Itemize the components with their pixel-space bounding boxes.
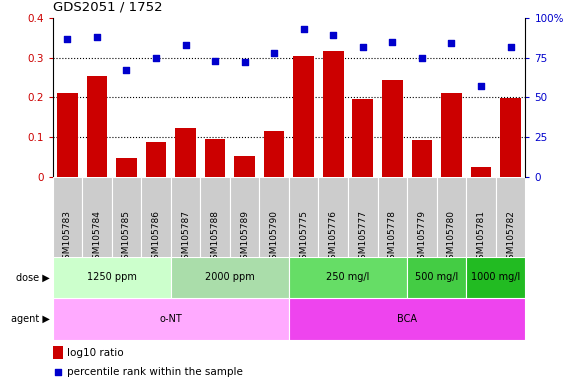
Text: percentile rank within the sample: percentile rank within the sample xyxy=(67,367,243,377)
Text: GSM105782: GSM105782 xyxy=(506,210,515,265)
Bar xyxy=(377,177,407,298)
Bar xyxy=(323,51,344,177)
Bar xyxy=(175,128,196,177)
Bar xyxy=(441,93,462,177)
Text: log10 ratio: log10 ratio xyxy=(67,348,123,358)
Point xyxy=(447,40,456,46)
Bar xyxy=(407,257,467,298)
Bar xyxy=(352,99,373,177)
Bar xyxy=(53,298,289,340)
Text: GSM105787: GSM105787 xyxy=(181,210,190,265)
Bar xyxy=(319,177,348,298)
Text: GSM105786: GSM105786 xyxy=(151,210,160,265)
Bar xyxy=(87,76,107,177)
Bar xyxy=(264,131,284,177)
Point xyxy=(240,60,249,66)
Bar xyxy=(467,257,525,298)
Bar xyxy=(234,156,255,177)
Bar xyxy=(82,177,112,298)
Text: 500 mg/l: 500 mg/l xyxy=(415,272,459,283)
Point xyxy=(93,34,102,40)
Text: GSM105781: GSM105781 xyxy=(476,210,485,265)
Text: GSM105778: GSM105778 xyxy=(388,210,397,265)
Text: 1250 ppm: 1250 ppm xyxy=(87,272,136,283)
Text: GSM105776: GSM105776 xyxy=(329,210,338,265)
Bar xyxy=(259,177,289,298)
Bar xyxy=(141,177,171,298)
Bar xyxy=(348,177,377,298)
Text: GSM105777: GSM105777 xyxy=(358,210,367,265)
Text: 1000 mg/l: 1000 mg/l xyxy=(471,272,520,283)
Text: GSM105784: GSM105784 xyxy=(93,210,102,265)
Bar xyxy=(471,167,491,177)
Bar xyxy=(289,298,525,340)
Bar xyxy=(205,139,226,177)
Bar xyxy=(112,177,141,298)
Point xyxy=(329,32,338,38)
Point xyxy=(53,369,62,375)
Point xyxy=(211,58,220,64)
Bar xyxy=(412,140,432,177)
Bar xyxy=(289,257,407,298)
Bar xyxy=(293,56,314,177)
Bar xyxy=(146,142,166,177)
Point xyxy=(358,43,367,50)
Bar xyxy=(496,177,525,298)
Bar xyxy=(53,177,82,298)
Bar xyxy=(230,177,259,298)
Bar xyxy=(382,79,403,177)
Text: agent ▶: agent ▶ xyxy=(11,314,50,324)
Point xyxy=(151,55,160,61)
Point xyxy=(299,26,308,32)
Bar xyxy=(437,177,467,298)
Text: dose ▶: dose ▶ xyxy=(16,272,50,283)
Bar xyxy=(467,177,496,298)
Point xyxy=(270,50,279,56)
Bar xyxy=(407,177,437,298)
Text: GSM105790: GSM105790 xyxy=(270,210,279,265)
Text: GSM105788: GSM105788 xyxy=(211,210,220,265)
Text: 2000 ppm: 2000 ppm xyxy=(205,272,255,283)
Point xyxy=(63,36,72,42)
Text: GSM105779: GSM105779 xyxy=(417,210,427,265)
Point xyxy=(476,83,485,89)
Bar xyxy=(53,346,63,359)
Bar xyxy=(200,177,230,298)
Text: 250 mg/l: 250 mg/l xyxy=(327,272,369,283)
Point xyxy=(181,42,190,48)
Point xyxy=(388,39,397,45)
Text: GSM105789: GSM105789 xyxy=(240,210,249,265)
Text: o-NT: o-NT xyxy=(159,314,182,324)
Bar xyxy=(53,257,171,298)
Text: GSM105780: GSM105780 xyxy=(447,210,456,265)
Point xyxy=(506,43,515,50)
Text: BCA: BCA xyxy=(397,314,417,324)
Bar xyxy=(57,93,78,177)
Text: GSM105783: GSM105783 xyxy=(63,210,72,265)
Bar xyxy=(500,98,521,177)
Text: GSM105775: GSM105775 xyxy=(299,210,308,265)
Text: GDS2051 / 1752: GDS2051 / 1752 xyxy=(53,0,162,13)
Text: GSM105785: GSM105785 xyxy=(122,210,131,265)
Bar xyxy=(116,158,136,177)
Point xyxy=(417,55,427,61)
Point xyxy=(122,67,131,73)
Bar xyxy=(171,257,289,298)
Bar xyxy=(171,177,200,298)
Bar xyxy=(289,177,319,298)
